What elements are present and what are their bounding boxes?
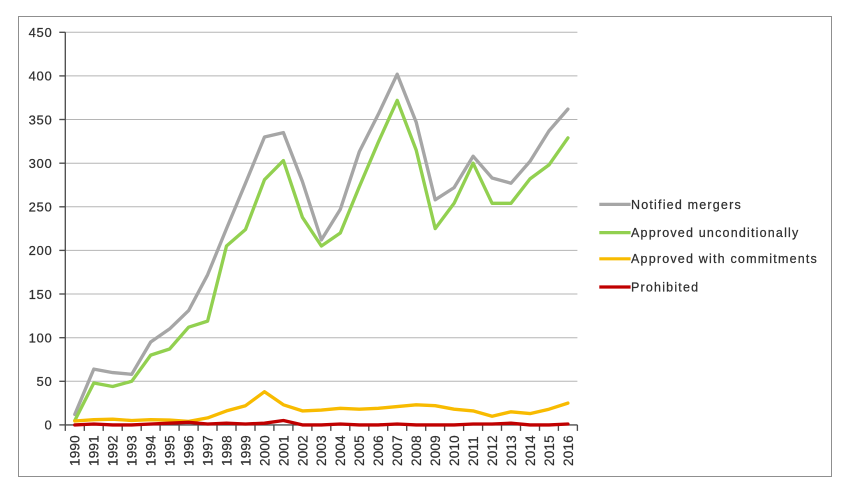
svg-text:2004: 2004 <box>333 435 348 466</box>
svg-text:2006: 2006 <box>371 435 386 466</box>
svg-text:100: 100 <box>29 331 53 346</box>
svg-text:1997: 1997 <box>201 435 216 466</box>
svg-text:2011: 2011 <box>466 436 481 466</box>
svg-text:1993: 1993 <box>125 435 140 466</box>
svg-text:2008: 2008 <box>409 435 424 466</box>
svg-text:Approved with commitments: Approved with commitments <box>631 252 818 266</box>
svg-text:1994: 1994 <box>144 435 159 466</box>
svg-text:1990: 1990 <box>68 435 83 466</box>
svg-text:1991: 1991 <box>87 435 102 466</box>
svg-text:250: 250 <box>29 200 53 215</box>
svg-text:Prohibited: Prohibited <box>631 280 699 294</box>
svg-text:2012: 2012 <box>485 435 500 466</box>
svg-text:150: 150 <box>29 287 53 302</box>
svg-text:2002: 2002 <box>295 435 310 466</box>
svg-text:Notified mergers: Notified mergers <box>631 198 742 212</box>
svg-text:2009: 2009 <box>428 435 443 466</box>
svg-text:1992: 1992 <box>106 435 121 466</box>
svg-text:1998: 1998 <box>219 435 234 466</box>
svg-text:2015: 2015 <box>542 435 557 466</box>
svg-text:1999: 1999 <box>238 435 253 466</box>
svg-text:300: 300 <box>29 156 53 171</box>
svg-text:2010: 2010 <box>447 435 462 466</box>
svg-text:2001: 2001 <box>276 435 291 466</box>
svg-text:200: 200 <box>29 243 53 258</box>
svg-text:450: 450 <box>29 25 53 40</box>
svg-text:2005: 2005 <box>352 435 367 466</box>
svg-text:2007: 2007 <box>390 435 405 466</box>
svg-text:2000: 2000 <box>257 435 272 466</box>
svg-text:Approved unconditionally: Approved unconditionally <box>631 226 799 240</box>
svg-text:2014: 2014 <box>523 435 538 466</box>
svg-text:1995: 1995 <box>163 435 178 466</box>
svg-text:1996: 1996 <box>182 435 197 466</box>
svg-text:50: 50 <box>37 374 53 389</box>
svg-text:0: 0 <box>44 418 52 433</box>
svg-text:400: 400 <box>29 69 53 84</box>
svg-text:2013: 2013 <box>504 435 519 466</box>
svg-text:350: 350 <box>29 112 53 127</box>
svg-text:2016: 2016 <box>561 435 576 466</box>
svg-text:2003: 2003 <box>314 435 329 466</box>
